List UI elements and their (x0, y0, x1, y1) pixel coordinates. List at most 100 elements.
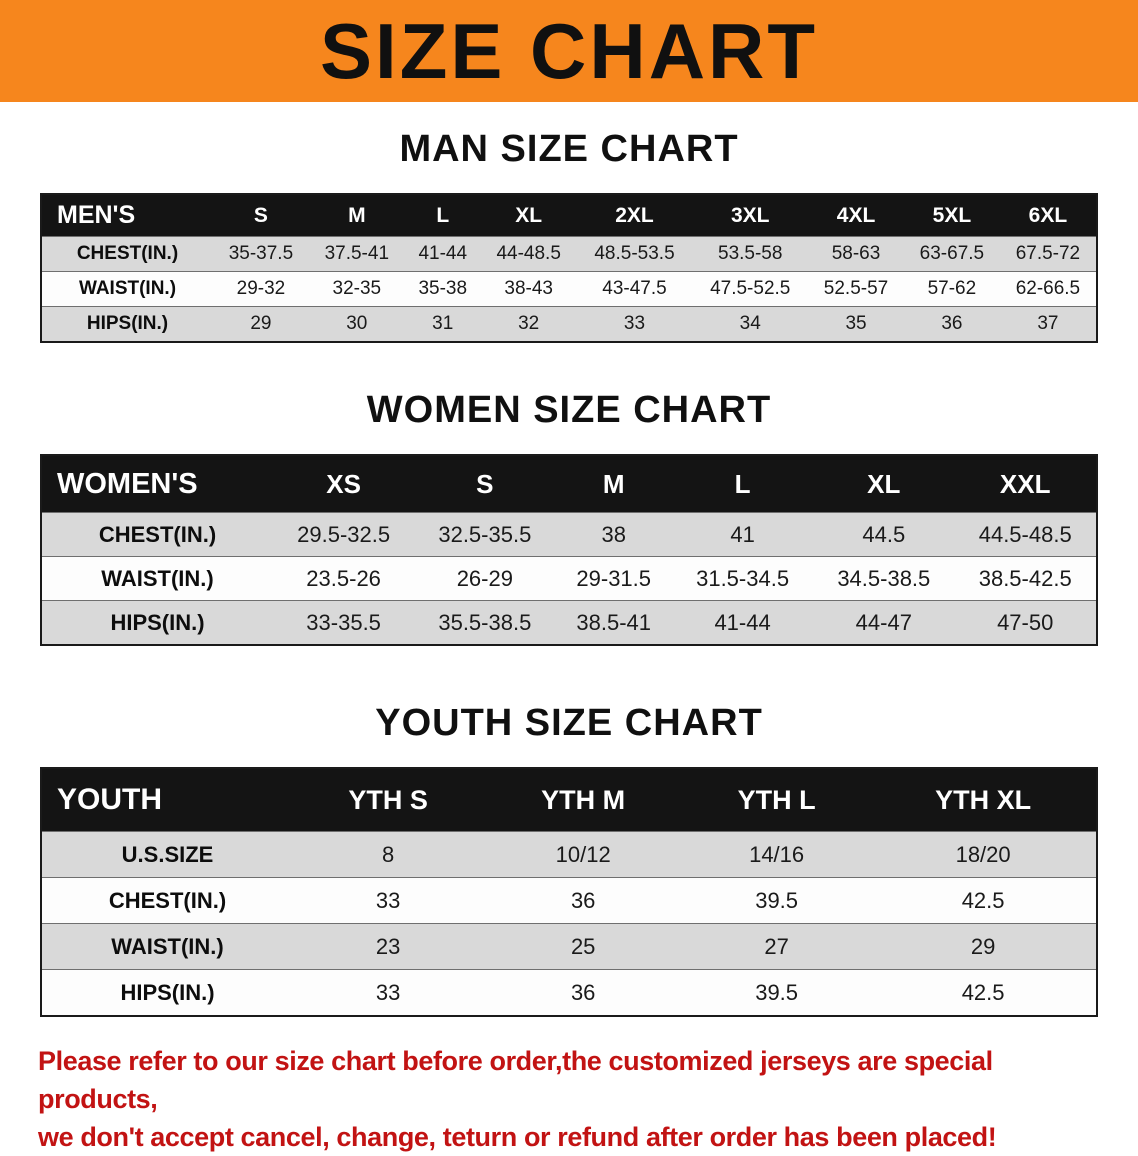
size-column-header: 4XL (836, 203, 876, 227)
disclaimer: Please refer to our size chart before or… (38, 1043, 1100, 1156)
youth-table-header-row: YOUTH YTH S YTH M YTH L YTH XL (41, 768, 1097, 832)
measurement-cell: 30 (346, 313, 368, 334)
measurement-cell: 38.5-41 (576, 609, 652, 635)
men-table-title-cell: MEN'S (57, 201, 136, 229)
table-row: HIPS(IN.) 33-35.5 35.5-38.5 38.5-41 41-44 44-… (41, 600, 1097, 645)
size-column-header: XL (867, 468, 901, 499)
measurement-cell: 41 (730, 521, 755, 547)
measurement-cell: 33 (623, 313, 646, 334)
row-label-cell: WAIST(IN.) (101, 565, 214, 591)
table-row: WAIST(IN.) 29-32 32-35 35-38 38-43 43-47.5 47.… (41, 271, 1097, 307)
row-label-cell: HIPS(IN.) (110, 609, 205, 635)
size-column-header: YTH XL (935, 784, 1032, 815)
size-column-header: M (348, 203, 366, 227)
measurement-cell: 35 (845, 313, 867, 334)
row-label-cell: WAIST(IN.) (78, 278, 177, 299)
size-column-header: 5XL (932, 203, 972, 227)
size-column-header: YTH L (737, 784, 816, 815)
measurement-cell: 44-47 (855, 609, 912, 635)
women-table-header-row: WOMEN'S XS S M L XL XXL (41, 455, 1097, 513)
measurement-cell: 26-29 (456, 565, 513, 591)
measurement-cell: 41-44 (714, 609, 771, 635)
women-table-title-cell: WOMEN'S (57, 467, 198, 500)
measurement-cell: 31 (432, 313, 454, 334)
size-column-header: 3XL (730, 203, 770, 227)
measurement-cell: 35-38 (418, 278, 468, 299)
men-size-table: MEN'S S M L XL 2XL 3XL 4XL 5XL 6XL CHEST(IN.) 35-37… (40, 193, 1098, 343)
size-column-header: XS (326, 468, 361, 499)
men-section-heading: MAN SIZE CHART (399, 128, 739, 170)
measurement-cell: 36 (941, 313, 963, 334)
measurement-cell: 44-48.5 (496, 243, 561, 264)
measurement-cell: 27 (764, 933, 789, 959)
size-column-header: YTH S (348, 784, 428, 815)
table-row: WAIST(IN.) 23.5-26 26-29 29-31.5 31.5-34.5 34… (41, 556, 1097, 601)
measurement-cell: 23.5-26 (306, 565, 381, 591)
measurement-cell: 23 (375, 933, 401, 959)
measurement-cell: 62-66.5 (1015, 278, 1081, 299)
measurement-cell: 48.5-53.5 (594, 243, 675, 264)
table-row: HIPS(IN.) 29 30 31 32 33 34 35 36 37 (41, 306, 1097, 342)
measurement-cell: 10/12 (555, 841, 611, 867)
measurement-cell: 14/16 (749, 841, 805, 867)
measurement-cell: 32.5-35.5 (438, 521, 532, 547)
measurement-cell: 41-44 (418, 243, 468, 264)
row-label-cell: U.S.SIZE (121, 841, 214, 867)
row-label-cell: HIPS(IN.) (120, 979, 215, 1005)
table-row: CHEST(IN.) 33 36 39.5 42.5 (41, 877, 1097, 924)
measurement-cell: 37.5-41 (324, 243, 390, 264)
measurement-cell: 58-63 (831, 243, 881, 264)
measurement-cell: 42.5 (961, 979, 1005, 1005)
measurement-cell: 29-31.5 (576, 565, 652, 591)
disclaimer-line-2: we don't accept cancel, change, teturn o… (38, 1121, 997, 1152)
measurement-cell: 44.5 (862, 521, 906, 547)
youth-size-table: YOUTH YTH S YTH M YTH L YTH XL U.S.SIZE 8 10/12… (40, 767, 1098, 1017)
size-column-header: YTH M (541, 784, 626, 815)
measurement-cell: 37 (1037, 313, 1059, 334)
measurement-cell: 8 (382, 841, 395, 867)
youth-section-heading: YOUTH SIZE CHART (375, 702, 763, 744)
measurement-cell: 52.5-57 (823, 278, 889, 299)
measurement-cell: 38 (601, 521, 626, 547)
measurement-cell: 34 (739, 313, 761, 334)
measurement-cell: 25 (570, 933, 596, 959)
measurement-cell: 29-32 (236, 278, 286, 299)
measurement-cell: 53.5-58 (718, 243, 783, 264)
page-title: SIZE CHART (320, 7, 818, 95)
size-chart-sections: MAN SIZE CHART MEN'S S M L XL 2XL 3XL 4XL 5XL 6XL C… (0, 128, 1138, 1017)
table-row: HIPS(IN.) 33 36 39.5 42.5 (41, 969, 1097, 1016)
measurement-cell: 43-47.5 (602, 278, 667, 299)
measurement-cell: 42.5 (961, 887, 1005, 913)
row-label-cell: CHEST(IN.) (98, 521, 217, 547)
size-column-header: L (734, 468, 751, 499)
row-label-cell: CHEST(IN.) (76, 243, 179, 264)
measurement-cell: 29 (970, 933, 996, 959)
women-size-section: WOMEN SIZE CHART WOMEN'S XS S M L XL XXL CHEST(I… (0, 389, 1138, 646)
measurement-cell: 67.5-72 (1015, 243, 1081, 264)
measurement-cell: 47.5-52.5 (710, 278, 791, 299)
measurement-cell: 18/20 (955, 841, 1011, 867)
measurement-cell: 39.5 (755, 979, 799, 1005)
disclaimer-line-1: Please refer to our size chart before or… (38, 1046, 993, 1114)
measurement-cell: 36 (570, 979, 596, 1005)
row-label-cell: WAIST(IN.) (111, 933, 224, 959)
measurement-cell: 38.5-42.5 (978, 565, 1072, 591)
banner: SIZE CHART (0, 0, 1138, 102)
measurement-cell: 57-62 (927, 278, 977, 299)
men-table-header-row: MEN'S S M L XL 2XL 3XL 4XL 5XL 6XL (41, 194, 1097, 237)
size-column-header: XXL (999, 468, 1051, 499)
size-column-header: S (253, 203, 268, 227)
size-column-header: XL (515, 203, 543, 227)
women-size-table: WOMEN'S XS S M L XL XXL CHEST(IN.) 29.5-32.5 32.5… (40, 454, 1098, 646)
table-row: U.S.SIZE 8 10/12 14/16 18/20 (41, 831, 1097, 878)
size-column-header: 6XL (1028, 203, 1068, 227)
measurement-cell: 32 (518, 313, 540, 334)
measurement-cell: 33-35.5 (306, 609, 381, 635)
youth-table-title-cell: YOUTH (57, 783, 162, 816)
measurement-cell: 29 (250, 313, 272, 334)
measurement-cell: 47-50 (997, 609, 1054, 635)
men-size-section: MAN SIZE CHART MEN'S S M L XL 2XL 3XL 4XL 5XL 6XL C… (0, 128, 1138, 343)
measurement-cell: 32-35 (332, 278, 382, 299)
measurement-cell: 33 (375, 887, 401, 913)
